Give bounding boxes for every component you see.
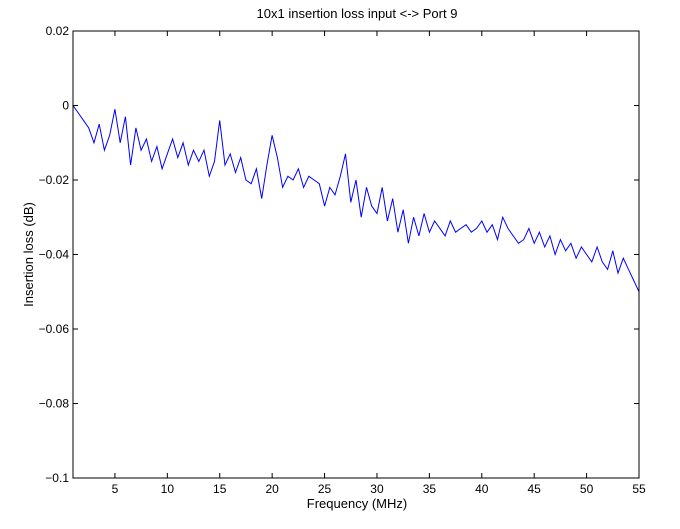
chart-title: 10x1 insertion loss input <-> Port 9: [257, 6, 458, 21]
x-tick-label: 15: [213, 482, 227, 496]
y-tick-label: −0.1: [45, 471, 69, 485]
y-tick-label: −0.06: [39, 322, 70, 336]
x-tick-label: 10: [161, 482, 175, 496]
x-tick-label: 30: [370, 482, 384, 496]
y-tick-label: −0.04: [39, 248, 70, 262]
x-tick-label: 20: [265, 482, 279, 496]
y-tick-label: 0.02: [46, 24, 70, 38]
x-tick-label: 55: [632, 482, 646, 496]
x-tick-label: 35: [423, 482, 437, 496]
x-tick-label: 45: [528, 482, 542, 496]
x-tick-label: 25: [318, 482, 332, 496]
x-tick-label: 50: [580, 482, 594, 496]
x-axis-label: Frequency (MHz): [307, 496, 407, 511]
y-tick-label: −0.02: [39, 173, 70, 187]
y-axis-label: Insertion loss (dB): [21, 202, 36, 307]
x-tick-label: 40: [475, 482, 489, 496]
y-tick-label: −0.08: [39, 397, 70, 411]
plot-area: [73, 31, 639, 478]
x-tick-label: 5: [112, 482, 119, 496]
data-series-line: [72, 105, 640, 293]
plot-frame: [72, 30, 640, 479]
y-tick-label: 0: [62, 99, 69, 113]
